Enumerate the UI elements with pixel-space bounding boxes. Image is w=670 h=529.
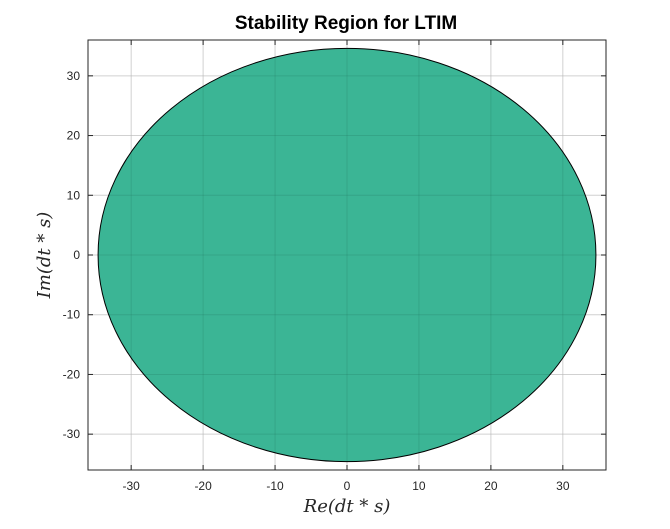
stability-region bbox=[97, 47, 597, 463]
x-tick-label: 0 bbox=[344, 479, 351, 493]
x-tick-label: 20 bbox=[484, 479, 498, 493]
y-tick-label: 30 bbox=[67, 69, 81, 83]
y-tick-label: 10 bbox=[67, 188, 81, 202]
x-tick-label: 10 bbox=[412, 479, 426, 493]
y-tick-label: -10 bbox=[63, 308, 81, 322]
y-tick-label: -20 bbox=[63, 367, 81, 381]
x-tick-label: -20 bbox=[194, 479, 212, 493]
y-axis-label: Im(dt * s) bbox=[34, 212, 55, 300]
x-axis-label: Re(dt * s) bbox=[303, 496, 391, 517]
y-tick-label: -30 bbox=[63, 427, 81, 441]
y-tick-label: 0 bbox=[73, 248, 80, 262]
chart-title: Stability Region for LTIM bbox=[235, 13, 457, 34]
x-tick-label: -30 bbox=[122, 479, 140, 493]
region-layer bbox=[88, 40, 606, 470]
x-tick-label: -10 bbox=[266, 479, 284, 493]
y-tick-label: 20 bbox=[67, 129, 81, 143]
ticks: -30 -20 -10 0 10 20 30 -30 -20 -10 0 10 20 30 bbox=[63, 40, 606, 493]
x-tick-label: 30 bbox=[556, 479, 570, 493]
